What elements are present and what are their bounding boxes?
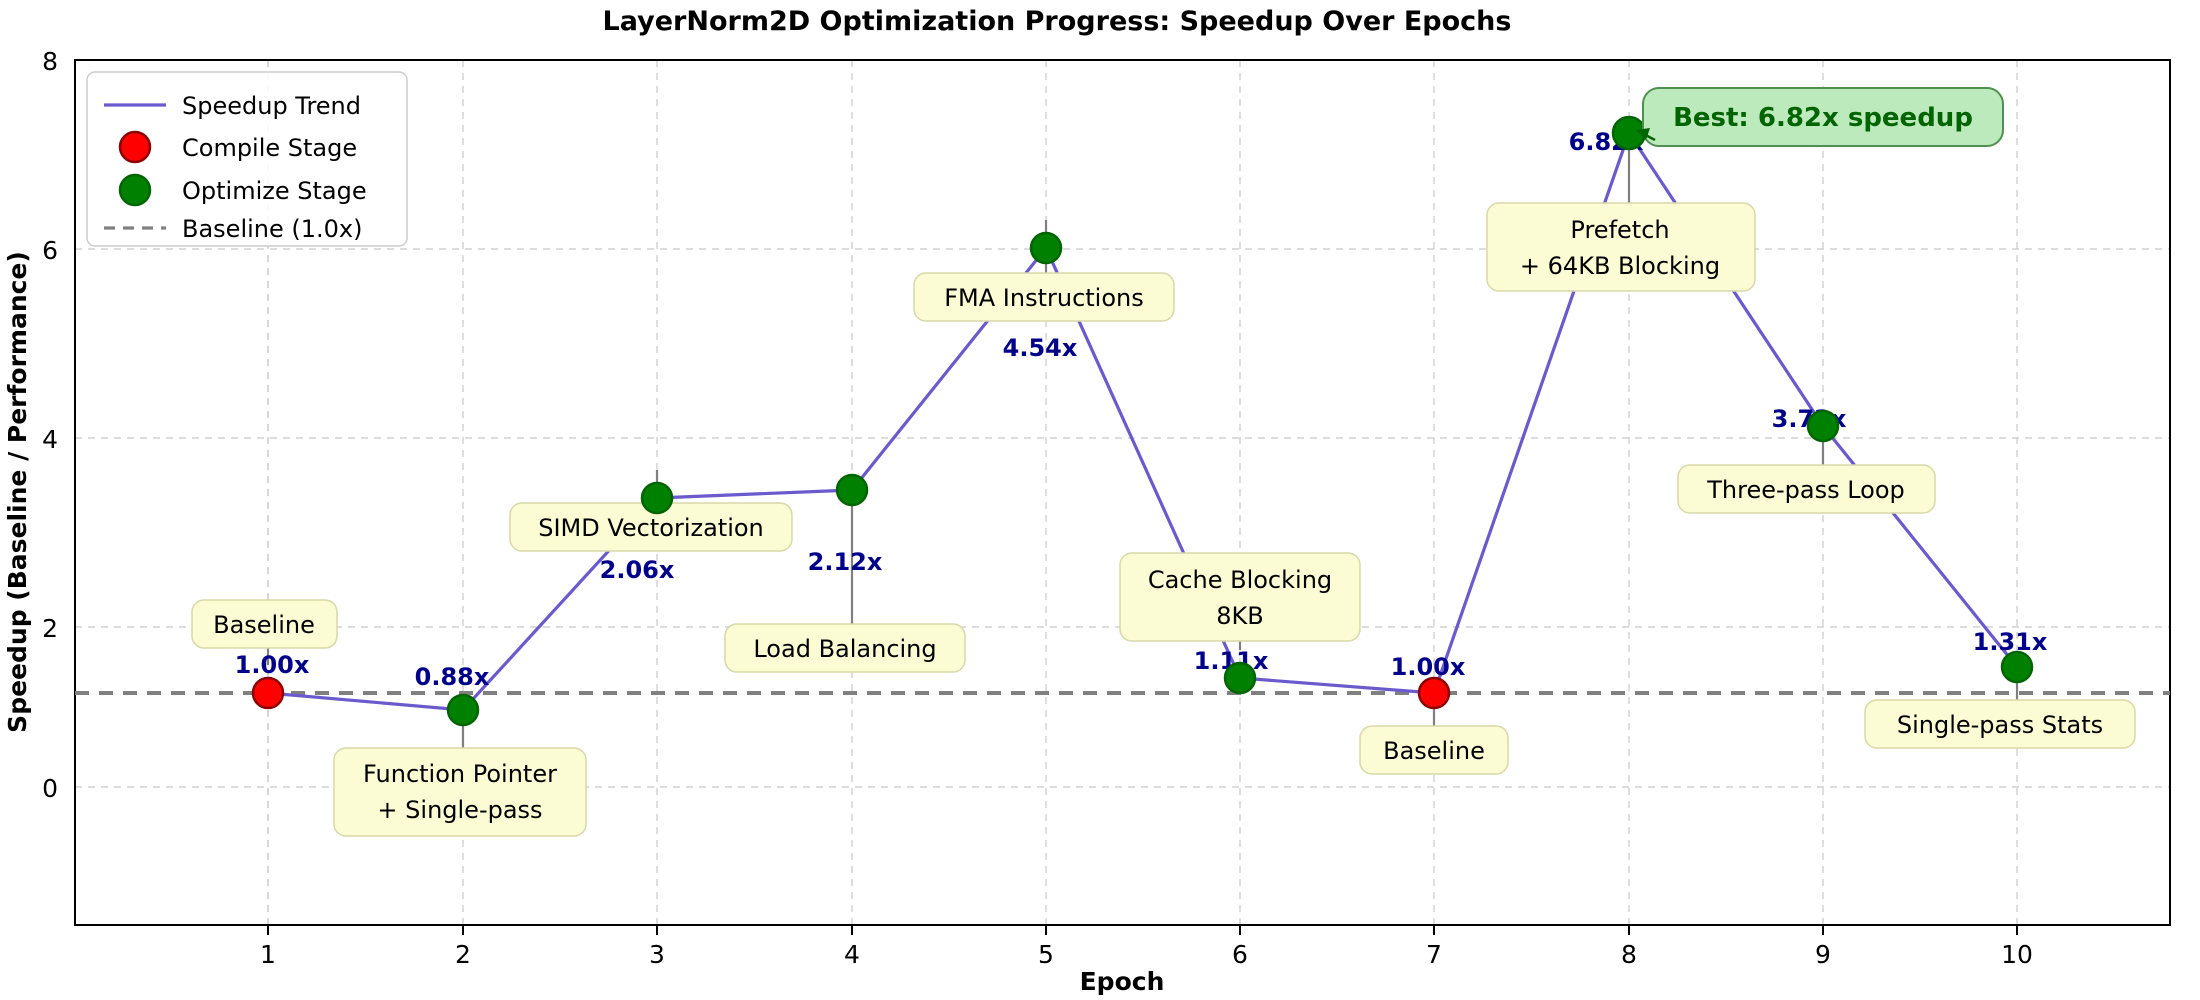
- annotation-epoch-2: Function Pointer + Single-pass: [333, 747, 587, 837]
- axes-frame: [74, 59, 2171, 926]
- annotation-label-line2: + 64KB Blocking: [1520, 252, 1720, 280]
- marker-optimize-epoch-3[interactable]: [640, 481, 674, 515]
- chart-title: LayerNorm2D Optimization Progress: Speed…: [603, 6, 1512, 37]
- x-tick-label: 2: [455, 940, 471, 969]
- y-tick-label: 6: [42, 236, 58, 265]
- annotation-label-line1: Cache Blocking: [1148, 566, 1332, 594]
- y-axis-title: Speedup (Baseline / Performance): [3, 251, 32, 733]
- annotation-epoch-7: Baseline: [1359, 725, 1509, 775]
- annotation-epoch-1: Baseline: [191, 599, 338, 649]
- annotation-epoch-5: FMA Instructions: [913, 272, 1175, 322]
- marker-optimize-epoch-5[interactable]: [1029, 231, 1063, 265]
- annotation-label-line1: SIMD Vectorization: [538, 514, 764, 542]
- annotation-epoch-6: Cache Blocking 8KB: [1119, 552, 1361, 642]
- marker-optimize-epoch-9[interactable]: [1806, 409, 1840, 443]
- annotation-epoch-8: Prefetch + 64KB Blocking: [1486, 202, 1756, 292]
- legend-box: [86, 71, 408, 247]
- x-tick-label: 4: [844, 940, 860, 969]
- x-tick-label: 7: [1426, 940, 1442, 969]
- x-tick-label: 10: [2001, 940, 2033, 969]
- chart-legend: Speedup Trend Compile Stage Optimize Sta…: [86, 71, 408, 247]
- x-tick-label: 6: [1232, 940, 1248, 969]
- legend-item-label-baseline[interactable]: Baseline (1.0x): [182, 215, 362, 243]
- annotation-epoch-3: SIMD Vectorization: [509, 502, 793, 552]
- data-markers: [251, 115, 2034, 727]
- value-label-epoch-3: 2.06x: [600, 556, 675, 584]
- annotation-label-line1: Load Balancing: [753, 635, 936, 663]
- value-label-epoch-2: 0.88x: [415, 663, 490, 691]
- legend-swatch-compile-stage: [118, 130, 152, 164]
- y-tick-label: 0: [42, 774, 58, 803]
- value-label-epoch-1: 1.00x: [235, 651, 310, 679]
- legend-item-label-optimize-stage[interactable]: Optimize Stage: [182, 177, 367, 205]
- x-tick-label: 9: [1815, 940, 1831, 969]
- value-labels: 1.00x 0.88x 2.06x 2.12x 4.54x 1.11x 1.00…: [235, 128, 2048, 691]
- annotation-label-line2: 8KB: [1216, 602, 1263, 630]
- x-axis-ticks: 1 2 3 4 5 6 7 8 9 10: [260, 925, 2033, 969]
- annotation-label-line1: Prefetch: [1570, 216, 1669, 244]
- value-label-epoch-5: 4.54x: [1003, 334, 1078, 362]
- marker-optimize-epoch-4[interactable]: [835, 473, 869, 507]
- x-tick-label: 8: [1621, 940, 1637, 969]
- value-label-epoch-10: 1.31x: [1973, 628, 2048, 656]
- y-axis-ticks: 8 6 4 2 0: [42, 47, 58, 803]
- marker-compile-epoch-7[interactable]: [1417, 676, 1451, 710]
- value-label-epoch-4: 2.12x: [808, 548, 883, 576]
- annotation-label-line1: Single-pass Stats: [1897, 711, 2103, 739]
- annotation-label-line1: Baseline: [1383, 737, 1485, 765]
- annotation-epoch-4: Load Balancing: [724, 623, 966, 673]
- annotation-epoch-9: Three-pass Loop: [1677, 464, 1936, 514]
- marker-optimize-epoch-10[interactable]: [2000, 650, 2034, 684]
- value-label-epoch-7: 1.00x: [1391, 653, 1466, 681]
- annotation-label-line1: Three-pass Loop: [1706, 476, 1905, 504]
- marker-optimize-epoch-6[interactable]: [1223, 661, 1257, 695]
- best-speedup-badge: Best: 6.82x speedup: [1636, 87, 2004, 147]
- legend-item-label-speedup-trend[interactable]: Speedup Trend: [182, 92, 361, 120]
- annotation-label-line1: FMA Instructions: [944, 284, 1144, 312]
- x-tick-label: 1: [260, 940, 276, 969]
- marker-optimize-epoch-2[interactable]: [446, 693, 480, 727]
- annotation-label-line1: Baseline: [213, 611, 315, 639]
- y-tick-label: 4: [42, 425, 58, 454]
- annotation-label-line2: + Single-pass: [377, 796, 542, 824]
- x-axis-title: Epoch: [1080, 967, 1165, 996]
- x-tick-label: 3: [649, 940, 665, 969]
- best-speedup-badge-label: Best: 6.82x speedup: [1673, 103, 1973, 133]
- y-tick-label: 8: [42, 47, 58, 76]
- y-tick-label: 2: [42, 614, 58, 643]
- annotation-label-line1: Function Pointer: [363, 760, 557, 788]
- legend-item-label-compile-stage[interactable]: Compile Stage: [182, 134, 357, 162]
- annotation-epoch-10: Single-pass Stats: [1864, 699, 2136, 749]
- legend-swatch-optimize-stage: [118, 173, 152, 207]
- marker-compile-epoch-1[interactable]: [251, 676, 285, 710]
- x-tick-label: 5: [1038, 940, 1054, 969]
